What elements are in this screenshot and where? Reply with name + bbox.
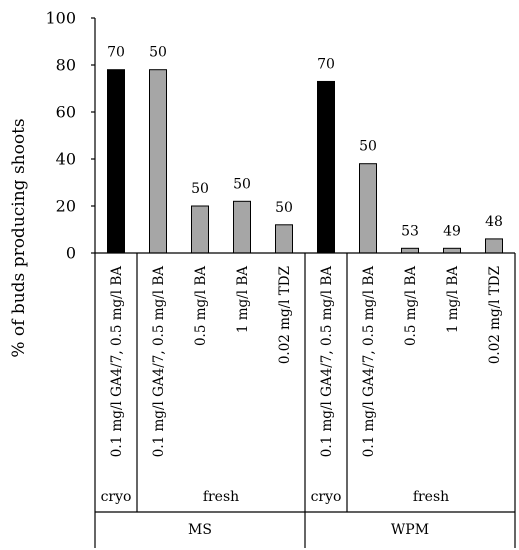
bar [107, 69, 125, 254]
y-axis-label: % of buds producing shoots [9, 118, 29, 357]
subgroup-label: fresh [203, 489, 239, 505]
category-label: 0.1 mg/l GA4/7, 0.5 mg/l BA [109, 266, 125, 457]
data-label: 70 [107, 45, 125, 61]
group-label: WPM [391, 522, 429, 538]
group-label: MS [188, 522, 212, 538]
y-tick-label: 0 [66, 244, 76, 263]
y-tick-label: 40 [56, 150, 76, 169]
subgroup-label: cryo [101, 489, 132, 505]
group-labels: cryo fresh cryo fresh MS WPM [101, 489, 450, 538]
category-label: 0.5 mg/l BA [403, 266, 419, 346]
data-label: 50 [233, 176, 251, 192]
data-label: 53 [401, 223, 419, 239]
bar [401, 247, 419, 254]
y-tick-label: 100 [45, 9, 76, 28]
data-labels: 70 50 50 50 50 70 50 53 49 48 [107, 45, 503, 240]
y-tick-label: 20 [56, 197, 76, 216]
category-label: 0.1 mg/l GA4/7, 0.5 mg/l BA [319, 266, 335, 457]
subgroup-label: fresh [413, 489, 449, 505]
category-label: 0.1 mg/l GA4/7, 0.5 mg/l BA [151, 266, 167, 457]
data-label: 50 [149, 45, 167, 61]
category-label: 1 mg/l BA [235, 266, 251, 333]
bar [359, 163, 377, 254]
y-tick-label: 60 [56, 103, 76, 122]
y-axis: 0 20 40 60 80 100 [45, 9, 96, 263]
x-axis [94, 252, 516, 548]
category-label: 0.02 mg/l TDZ [487, 266, 503, 364]
bar [317, 80, 335, 254]
category-label: 0.1 mg/l GA4/7, 0.5 mg/l BA [361, 266, 377, 457]
y-tick-label: 80 [56, 56, 76, 75]
bar [443, 247, 461, 254]
category-label: 0.5 mg/l BA [193, 266, 209, 346]
bar [485, 238, 503, 254]
category-labels: 0.1 mg/l GA4/7, 0.5 mg/l BA 0.1 mg/l GA4/… [109, 266, 503, 458]
bars [107, 69, 503, 254]
data-label: 70 [317, 56, 335, 72]
bar [191, 205, 209, 254]
bar [233, 200, 251, 254]
bar [275, 224, 293, 254]
data-label: 49 [443, 223, 461, 239]
bar [149, 69, 167, 254]
data-label: 48 [485, 214, 503, 230]
category-label: 1 mg/l BA [445, 266, 461, 333]
data-label: 50 [191, 181, 209, 197]
data-label: 50 [359, 139, 377, 155]
subgroup-label: cryo [311, 489, 342, 505]
data-label: 50 [275, 200, 293, 216]
category-label: 0.02 mg/l TDZ [277, 266, 293, 364]
